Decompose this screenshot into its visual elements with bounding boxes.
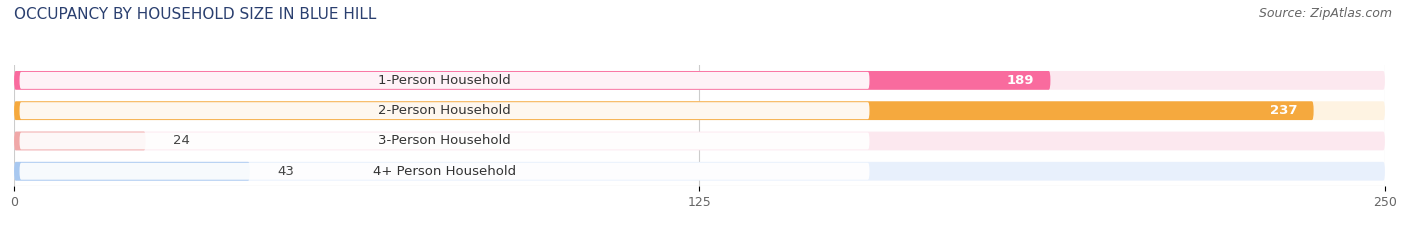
Text: Source: ZipAtlas.com: Source: ZipAtlas.com	[1258, 7, 1392, 20]
FancyBboxPatch shape	[14, 162, 1385, 181]
FancyBboxPatch shape	[14, 71, 1050, 90]
Text: 4+ Person Household: 4+ Person Household	[373, 165, 516, 178]
FancyBboxPatch shape	[20, 133, 869, 149]
Text: 43: 43	[277, 165, 294, 178]
FancyBboxPatch shape	[20, 72, 869, 89]
FancyBboxPatch shape	[14, 71, 1385, 90]
FancyBboxPatch shape	[14, 132, 146, 150]
FancyBboxPatch shape	[20, 163, 869, 180]
FancyBboxPatch shape	[20, 102, 869, 119]
FancyBboxPatch shape	[14, 162, 250, 181]
Text: 189: 189	[1007, 74, 1033, 87]
FancyBboxPatch shape	[14, 101, 1313, 120]
Text: 24: 24	[173, 134, 190, 147]
Text: 3-Person Household: 3-Person Household	[378, 134, 510, 147]
Text: 237: 237	[1270, 104, 1298, 117]
Text: 2-Person Household: 2-Person Household	[378, 104, 510, 117]
FancyBboxPatch shape	[14, 101, 1385, 120]
Text: OCCUPANCY BY HOUSEHOLD SIZE IN BLUE HILL: OCCUPANCY BY HOUSEHOLD SIZE IN BLUE HILL	[14, 7, 377, 22]
Text: 1-Person Household: 1-Person Household	[378, 74, 510, 87]
FancyBboxPatch shape	[14, 132, 1385, 150]
